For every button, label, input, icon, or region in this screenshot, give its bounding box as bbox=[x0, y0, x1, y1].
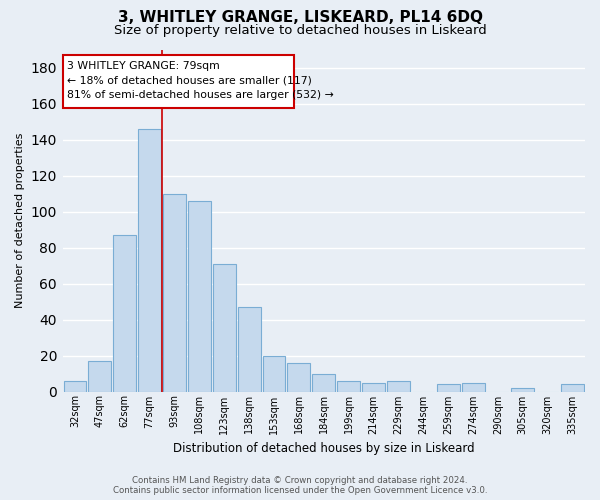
Bar bbox=[113, 235, 136, 392]
Y-axis label: Number of detached properties: Number of detached properties bbox=[15, 133, 25, 308]
Text: 3, WHITLEY GRANGE, LISKEARD, PL14 6DQ: 3, WHITLEY GRANGE, LISKEARD, PL14 6DQ bbox=[118, 10, 482, 25]
Bar bbox=[213, 264, 236, 392]
Bar bbox=[88, 361, 112, 392]
Text: 3 WHITLEY GRANGE: 79sqm
← 18% of detached houses are smaller (117)
81% of semi-d: 3 WHITLEY GRANGE: 79sqm ← 18% of detache… bbox=[67, 61, 334, 100]
Bar bbox=[313, 374, 335, 392]
Bar bbox=[64, 380, 86, 392]
Bar bbox=[263, 356, 286, 392]
X-axis label: Distribution of detached houses by size in Liskeard: Distribution of detached houses by size … bbox=[173, 442, 475, 455]
Bar bbox=[362, 382, 385, 392]
Bar bbox=[163, 194, 186, 392]
Bar bbox=[138, 129, 161, 392]
Bar bbox=[387, 380, 410, 392]
Bar bbox=[238, 307, 260, 392]
Bar bbox=[561, 384, 584, 392]
Text: Contains HM Land Registry data © Crown copyright and database right 2024.
Contai: Contains HM Land Registry data © Crown c… bbox=[113, 476, 487, 495]
Bar bbox=[511, 388, 534, 392]
Bar bbox=[188, 201, 211, 392]
FancyBboxPatch shape bbox=[63, 56, 294, 108]
Bar bbox=[437, 384, 460, 392]
Bar bbox=[337, 380, 360, 392]
Text: Size of property relative to detached houses in Liskeard: Size of property relative to detached ho… bbox=[113, 24, 487, 37]
Bar bbox=[461, 382, 485, 392]
Bar bbox=[287, 363, 310, 392]
